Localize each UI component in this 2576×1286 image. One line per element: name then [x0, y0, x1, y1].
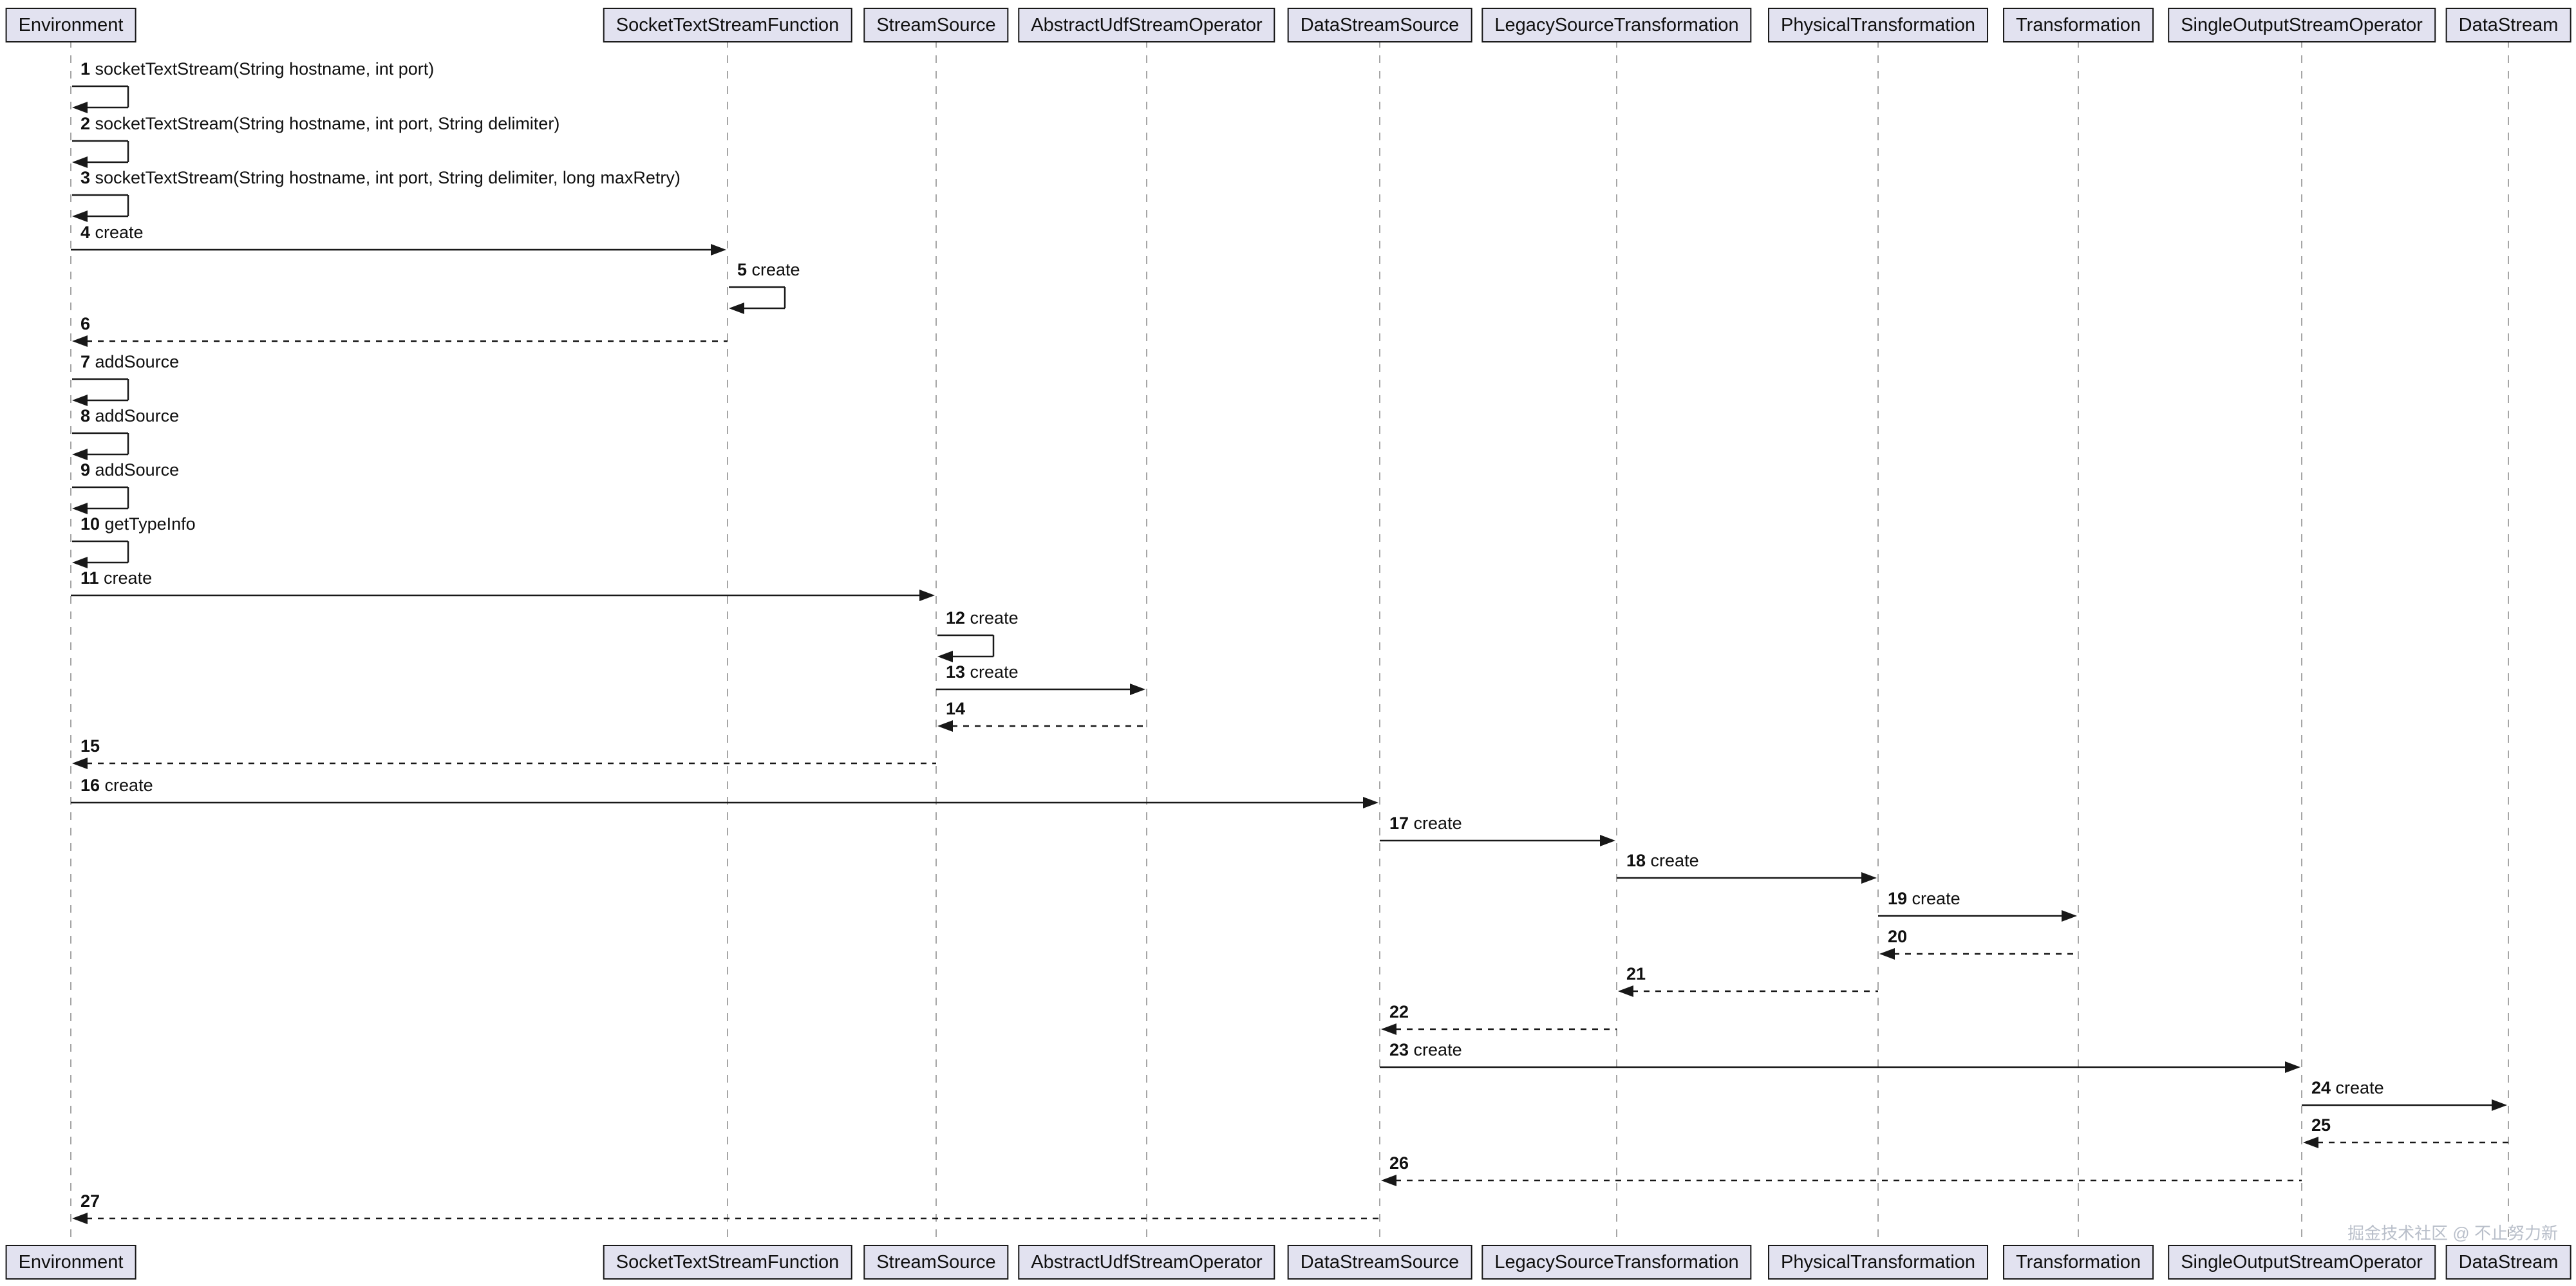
- message-10-label: 10 getTypeInfo: [80, 514, 196, 534]
- message-17-label: 17 create: [1389, 814, 1462, 833]
- arrowhead-message-19: [2062, 910, 2077, 922]
- arrowhead-message-22: [1381, 1023, 1396, 1035]
- message-19-label: 19 create: [1888, 889, 1960, 908]
- arrowhead-message-25: [2303, 1137, 2318, 1148]
- participant-top-SingleOutputStreamOperator: SingleOutputStreamOperator: [2168, 8, 2436, 42]
- arrowhead-message-26: [1381, 1175, 1396, 1186]
- participant-top-Environment: Environment: [5, 8, 136, 42]
- arrowhead-message-8: [72, 449, 88, 460]
- arrowhead-message-21: [1618, 985, 1633, 997]
- watermark: 掘金技术社区 @ 不止努力新: [2347, 1224, 2558, 1243]
- message-3-label: 3 socketTextStream(String hostname, int …: [80, 168, 681, 187]
- participant-bottom-DataStream: DataStream: [2445, 1245, 2571, 1280]
- arrowhead-message-14: [937, 720, 953, 732]
- arrowhead-message-4: [711, 244, 726, 256]
- message-1-label: 1 socketTextStream(String hostname, int …: [80, 59, 435, 79]
- arrowhead-message-2: [72, 156, 88, 168]
- participant-bottom-SocketTextStreamFunction: SocketTextStreamFunction: [603, 1245, 852, 1280]
- arrowhead-message-15: [72, 758, 88, 769]
- message-9-label: 9 addSource: [80, 460, 180, 480]
- participant-bottom-Transformation: Transformation: [2003, 1245, 2154, 1280]
- arrowhead-message-18: [1861, 872, 1877, 884]
- message-7-label: 7 addSource: [80, 352, 180, 371]
- arrowhead-message-6: [72, 335, 88, 347]
- participant-top-Transformation: Transformation: [2003, 8, 2154, 42]
- message-21-label: 21: [1626, 964, 1646, 983]
- message-22-label: 22: [1389, 1002, 1409, 1021]
- participant-top-DataStreamSource: DataStreamSource: [1287, 8, 1472, 42]
- message-27-label: 27: [80, 1191, 100, 1211]
- arrowhead-message-27: [72, 1213, 88, 1224]
- arrowhead-message-24: [2492, 1099, 2507, 1111]
- message-24-label: 24 create: [2311, 1078, 2384, 1097]
- arrowhead-message-16: [1363, 797, 1378, 808]
- message-26-label: 26: [1389, 1153, 1409, 1173]
- participant-bottom-DataStreamSource: DataStreamSource: [1287, 1245, 1472, 1280]
- arrowhead-message-17: [1600, 835, 1615, 846]
- arrowhead-message-5: [729, 303, 744, 314]
- participant-bottom-SingleOutputStreamOperator: SingleOutputStreamOperator: [2168, 1245, 2436, 1280]
- arrowhead-message-20: [1879, 948, 1895, 960]
- participant-top-PhysicalTransformation: PhysicalTransformation: [1768, 8, 1988, 42]
- arrowhead-message-3: [72, 210, 88, 222]
- arrowhead-message-9: [72, 503, 88, 514]
- arrowhead-message-13: [1130, 684, 1145, 695]
- participant-bottom-PhysicalTransformation: PhysicalTransformation: [1768, 1245, 1988, 1280]
- message-5-label: 5 create: [737, 260, 800, 279]
- message-20-label: 20: [1888, 927, 1908, 946]
- message-8-label: 8 addSource: [80, 406, 180, 425]
- message-11-label: 11 create: [80, 568, 153, 588]
- participant-top-DataStream: DataStream: [2445, 8, 2571, 42]
- arrowhead-message-1: [72, 102, 88, 113]
- arrowhead-message-11: [919, 590, 935, 601]
- message-13-label: 13 create: [946, 662, 1019, 682]
- participant-bottom-Environment: Environment: [5, 1245, 136, 1280]
- message-2-label: 2 socketTextStream(String hostname, int …: [80, 114, 560, 133]
- arrowhead-message-12: [937, 651, 953, 662]
- participant-top-AbstractUdfStreamOperator: AbstractUdfStreamOperator: [1018, 8, 1275, 42]
- message-23-label: 23 create: [1389, 1040, 1462, 1059]
- message-12-label: 12 create: [946, 608, 1019, 628]
- message-25-label: 25: [2311, 1115, 2331, 1135]
- participant-bottom-LegacySourceTransformation: LegacySourceTransformation: [1481, 1245, 1752, 1280]
- participant-bottom-StreamSource: StreamSource: [863, 1245, 1009, 1280]
- participant-top-LegacySourceTransformation: LegacySourceTransformation: [1481, 8, 1752, 42]
- arrowhead-message-7: [72, 395, 88, 406]
- message-14-label: 14: [946, 699, 966, 718]
- message-6-label: 6: [80, 314, 91, 333]
- arrowhead-message-10: [72, 557, 88, 568]
- participant-top-StreamSource: StreamSource: [863, 8, 1009, 42]
- message-4-label: 4 create: [80, 223, 144, 242]
- arrowhead-message-23: [2285, 1061, 2300, 1073]
- message-16-label: 16 create: [80, 776, 153, 795]
- message-18-label: 18 create: [1626, 851, 1699, 870]
- message-15-label: 15: [80, 736, 100, 756]
- participant-bottom-AbstractUdfStreamOperator: AbstractUdfStreamOperator: [1018, 1245, 1275, 1280]
- participant-top-SocketTextStreamFunction: SocketTextStreamFunction: [603, 8, 852, 42]
